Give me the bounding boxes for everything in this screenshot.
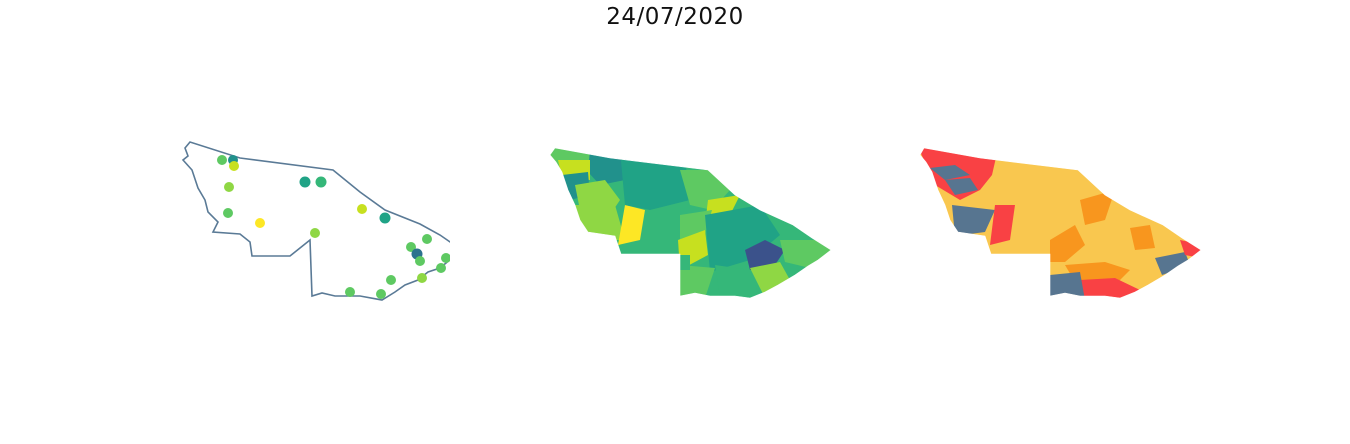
station-point bbox=[345, 287, 355, 297]
region bbox=[715, 265, 760, 298]
region bbox=[1050, 225, 1085, 262]
station-point bbox=[415, 256, 425, 266]
region bbox=[680, 265, 715, 298]
region bbox=[780, 240, 831, 268]
region bbox=[952, 205, 995, 236]
risk-outline bbox=[919, 147, 1202, 299]
station-point bbox=[406, 242, 416, 252]
region bbox=[745, 240, 785, 270]
station-point bbox=[422, 234, 432, 244]
region bbox=[1080, 278, 1140, 298]
viridis-map-panel bbox=[450, 0, 900, 444]
station-points bbox=[217, 155, 450, 299]
region bbox=[1130, 225, 1155, 250]
station-point bbox=[224, 182, 234, 192]
region bbox=[620, 150, 690, 210]
region bbox=[990, 205, 1015, 245]
region bbox=[945, 178, 978, 195]
risk-map-panel bbox=[900, 0, 1350, 444]
figure-title: 24/07/2020 bbox=[606, 4, 744, 30]
region bbox=[680, 255, 690, 270]
station-point bbox=[310, 228, 320, 238]
stations-map bbox=[181, 141, 450, 301]
viridis-choropleth bbox=[549, 147, 832, 299]
region bbox=[1080, 190, 1115, 225]
station-point bbox=[436, 263, 446, 273]
station-point bbox=[441, 253, 450, 263]
region bbox=[930, 165, 970, 180]
state-outline bbox=[181, 141, 450, 301]
viridis-outline bbox=[549, 147, 832, 299]
station-point bbox=[357, 204, 367, 214]
station-point bbox=[315, 176, 327, 188]
station-point bbox=[299, 176, 311, 188]
station-point bbox=[386, 275, 396, 285]
station-point bbox=[379, 212, 391, 224]
stations-map-panel bbox=[0, 0, 450, 444]
viridis-regions bbox=[550, 148, 831, 298]
risk-regions bbox=[920, 148, 1201, 298]
station-point bbox=[223, 208, 233, 218]
risk-choropleth bbox=[919, 147, 1202, 299]
region bbox=[618, 205, 645, 245]
region bbox=[1155, 252, 1190, 275]
region bbox=[1050, 272, 1085, 298]
station-point bbox=[229, 161, 239, 171]
region bbox=[750, 262, 790, 298]
station-point bbox=[255, 218, 265, 228]
region bbox=[705, 205, 780, 272]
station-point bbox=[217, 155, 227, 165]
station-point bbox=[417, 273, 427, 283]
station-point bbox=[376, 289, 386, 299]
